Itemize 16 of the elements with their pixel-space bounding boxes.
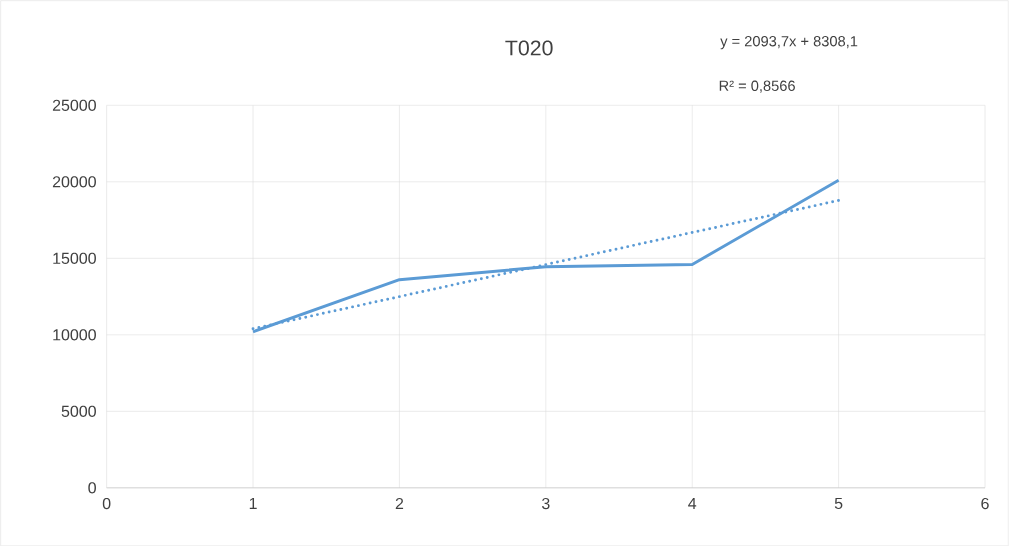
y-tick-label: 15000 [53,252,96,264]
x-tick-label: 1 [249,497,257,509]
y-tick-label: 0 [88,481,96,494]
x-tick-label: 0 [102,497,111,509]
x-tick-label: 5 [834,497,843,509]
y-tick-label: 20000 [52,175,96,188]
y-tick-label: 25000 [52,99,96,111]
y-tick-label: 10000 [53,328,96,341]
text: y = 2093,7x + 8308,1 [720,35,858,50]
x-tick-label: 4 [688,497,697,509]
x-tick-label: 3 [541,497,550,509]
y-tick-label: 5000 [61,405,96,417]
text: R² = 0,8566 [719,80,795,93]
chart-title: T020 [505,40,553,56]
x-tick-label: 2 [395,497,404,509]
x-tick-label: 6 [981,497,989,509]
